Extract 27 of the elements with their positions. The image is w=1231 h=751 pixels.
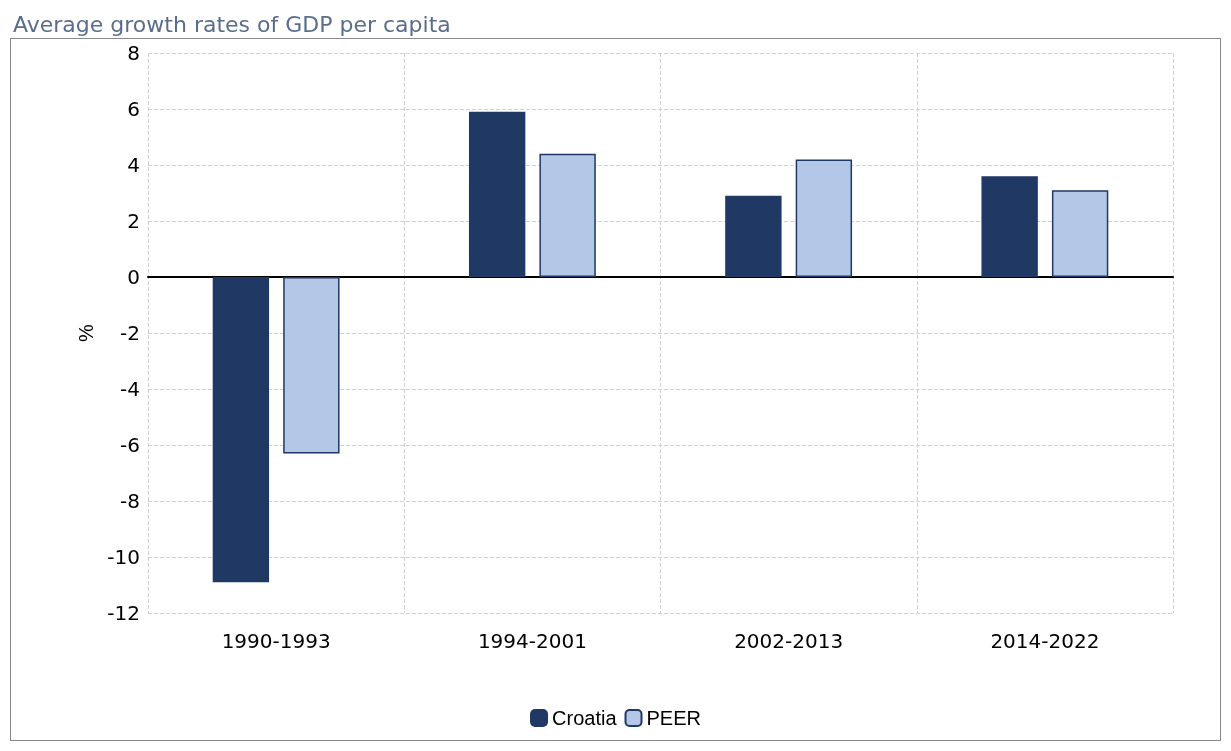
y-tick-label: 6 (127, 97, 140, 121)
x-tick-label: 2002-2013 (734, 629, 844, 653)
bar (725, 195, 782, 277)
bar (539, 153, 596, 277)
y-tick-label: 8 (127, 41, 140, 65)
y-tick-label: 4 (127, 153, 140, 177)
y-tick-label: -6 (120, 433, 140, 457)
bar (1051, 190, 1109, 277)
x-tick-label: 1994-2001 (477, 629, 587, 653)
bar (981, 176, 1038, 277)
y-tick-label: -8 (120, 489, 140, 513)
bar (795, 159, 853, 277)
bar (212, 277, 270, 583)
legend-label: Croatia (552, 707, 618, 729)
y-tick-label: -2 (120, 321, 140, 345)
y-tick-label: 0 (127, 265, 140, 289)
y-tick-label: 2 (127, 209, 140, 233)
bar (283, 277, 340, 454)
legend-label: PEER (646, 707, 701, 729)
x-tick-label: 1990-1993 (221, 629, 331, 653)
y-tick-label: -4 (120, 377, 140, 401)
y-tick-label: -12 (107, 601, 140, 625)
y-axis-title: % (75, 323, 98, 342)
y-tick-label: -10 (107, 545, 140, 569)
chart-title: Average growth rates of GDP per capita (13, 11, 451, 37)
bar (468, 111, 526, 277)
x-tick-label: 2014-2022 (990, 629, 1100, 653)
